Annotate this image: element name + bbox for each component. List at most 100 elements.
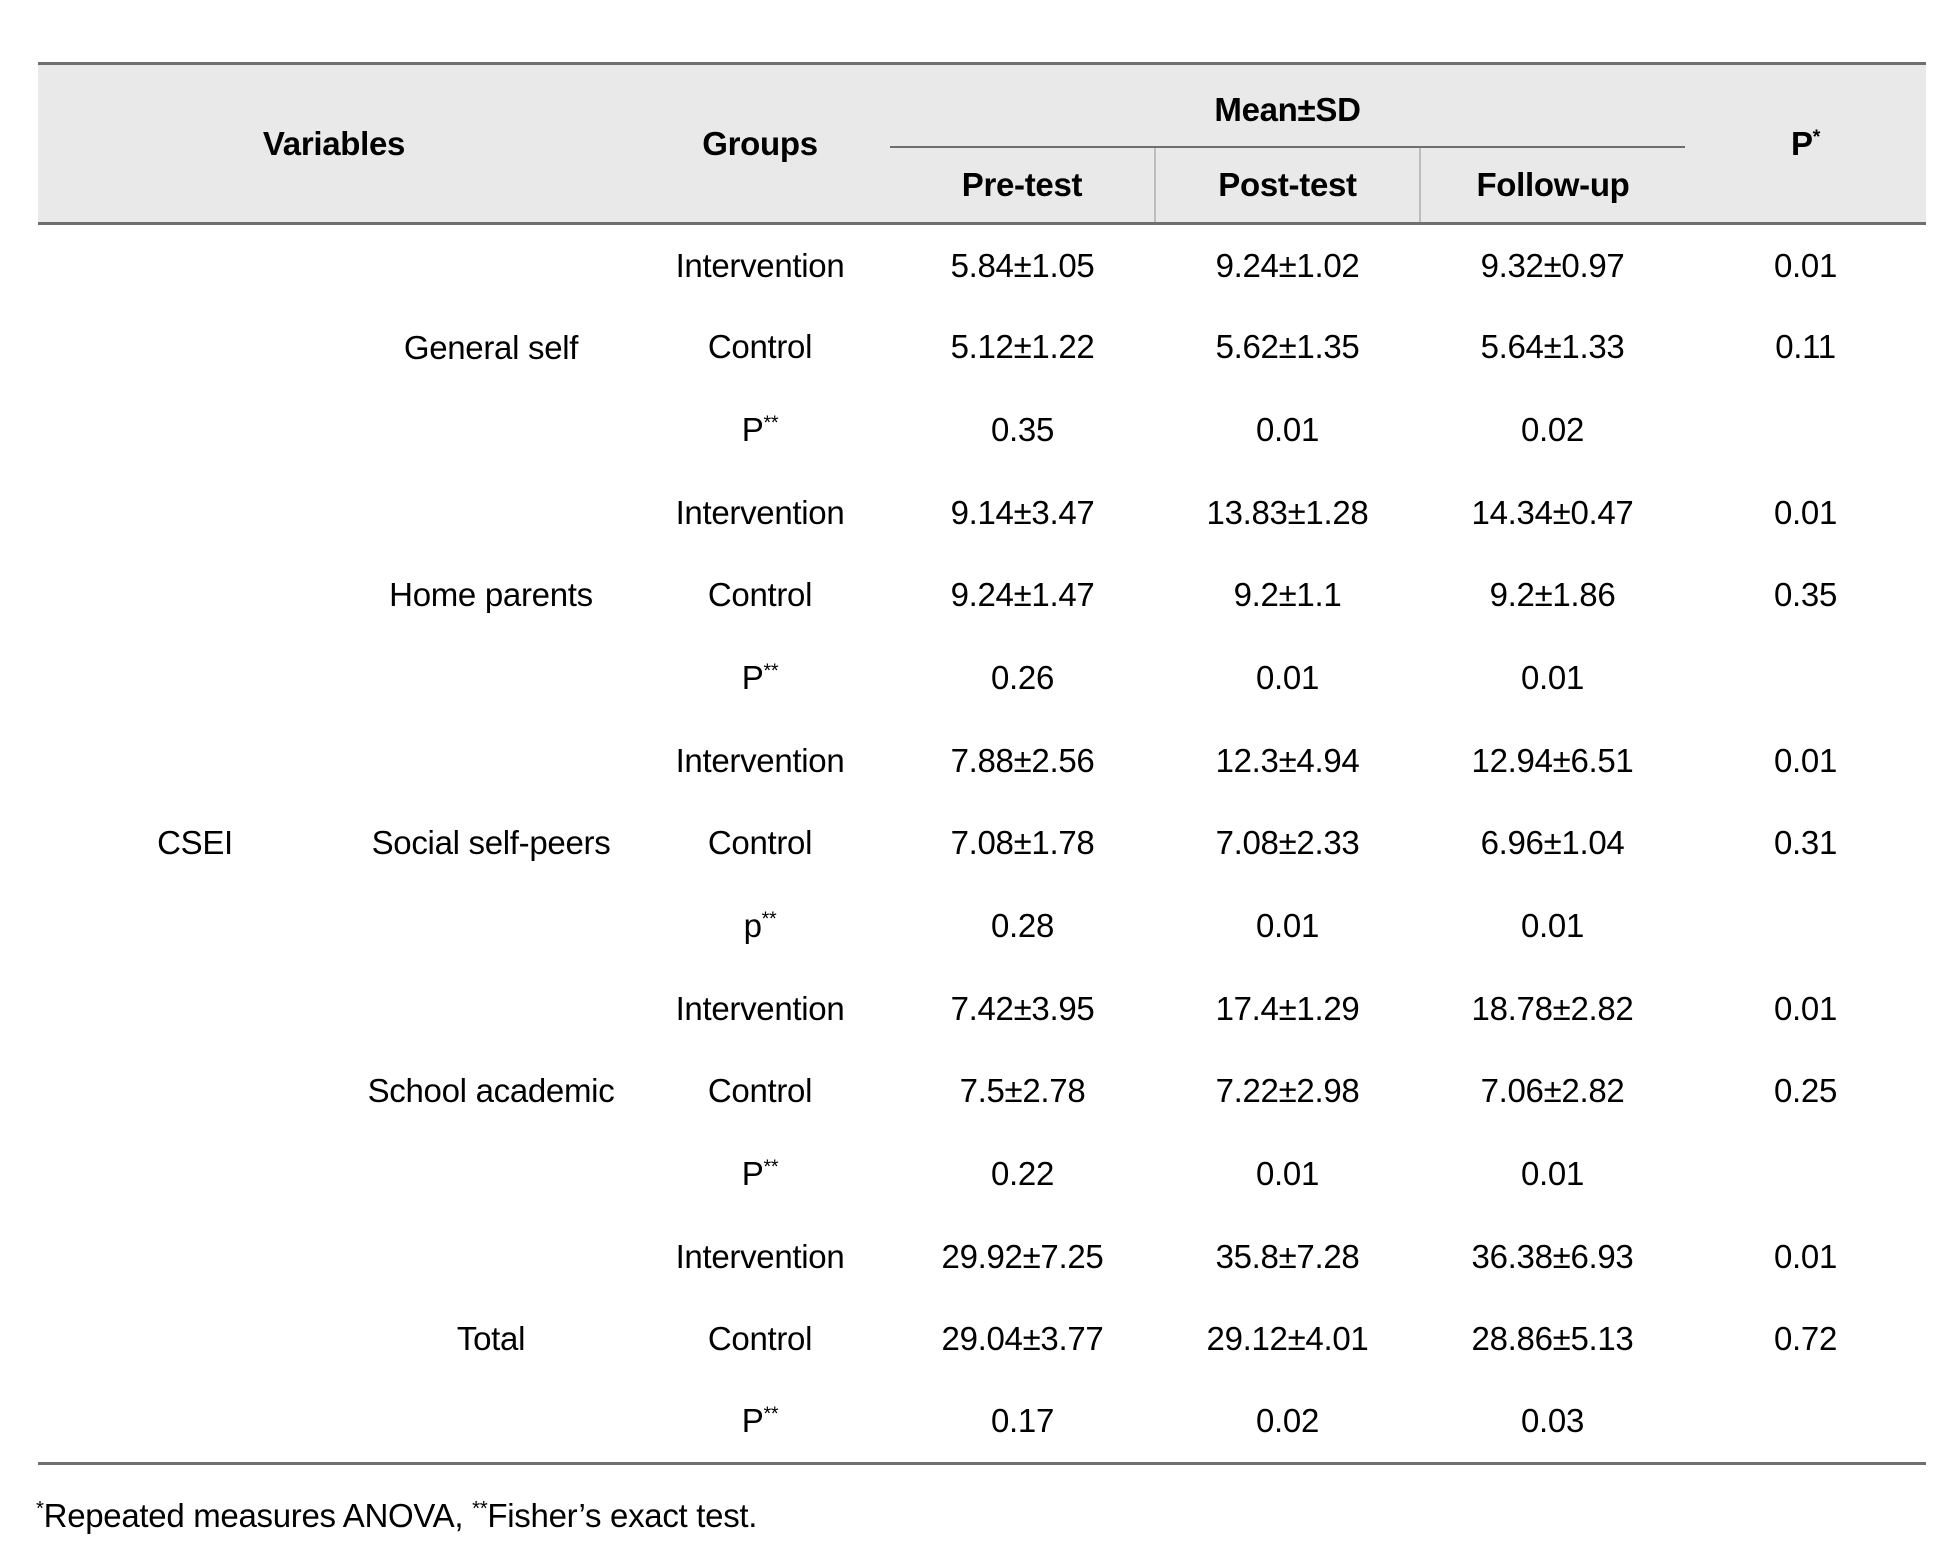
pre-test-value: 5.12±1.22 xyxy=(890,306,1155,389)
follow-up-value: 36.38±6.93 xyxy=(1420,1215,1686,1299)
follow-up-value: 9.32±0.97 xyxy=(1420,223,1686,307)
group-cell: Control xyxy=(630,1050,890,1133)
column-header-pre-test: Pre-test xyxy=(890,146,1155,225)
table-header: Variables Groups Mean±SD P* Pre-test Pos… xyxy=(38,63,1927,225)
table-row: P** 0.35 0.01 0.02 xyxy=(38,388,1927,472)
p-value xyxy=(1685,636,1927,720)
p-asterisk: * xyxy=(1812,125,1821,148)
pre-test-value: 0.35 xyxy=(890,388,1155,472)
follow-up-value: 5.64±1.33 xyxy=(1420,306,1686,389)
pre-test-value: 0.28 xyxy=(890,884,1155,968)
pre-test-value: 29.92±7.25 xyxy=(890,1215,1155,1299)
table-row: Social self-peers Intervention 7.88±2.56… xyxy=(38,719,1927,968)
pre-test-value: 5.84±1.05 xyxy=(890,223,1155,307)
group-cell: Control xyxy=(630,554,890,637)
table-row: Control 29.04±3.77 29.12±4.01 28.86±5.13… xyxy=(38,1298,1927,1381)
variable-label-cell: Home parents xyxy=(352,471,630,720)
table-row: School academic Intervention 7.42±3.95 1… xyxy=(38,967,1927,1216)
pre-test-value: 9.14±3.47 xyxy=(890,471,1155,555)
pre-test-value: 7.88±2.56 xyxy=(890,719,1155,803)
group-cell: Intervention xyxy=(630,471,890,555)
column-header-follow-up: Follow-up xyxy=(1418,146,1686,225)
column-header-mean-sd: Mean±SD xyxy=(890,63,1686,148)
header-row-top: Variables Groups Mean±SD P* xyxy=(38,63,1927,225)
table-row: CSEI General self Intervention 5.84±1.05… xyxy=(38,223,1927,1464)
column-header-groups: Groups xyxy=(630,63,890,225)
pre-test-value: 7.5±2.78 xyxy=(890,1050,1155,1133)
results-table-container: Variables Groups Mean±SD P* Pre-test Pos… xyxy=(38,62,1927,1465)
p-value xyxy=(1685,884,1927,968)
post-test-value: 7.22±2.98 xyxy=(1155,1050,1420,1133)
table-row: P** 0.26 0.01 0.01 xyxy=(38,636,1927,720)
post-test-value: 7.08±2.33 xyxy=(1155,802,1420,885)
follow-up-value: 0.01 xyxy=(1420,636,1686,720)
follow-up-value: 14.34±0.47 xyxy=(1420,471,1686,555)
follow-up-value: 6.96±1.04 xyxy=(1420,802,1686,885)
post-test-value: 0.01 xyxy=(1155,388,1420,472)
follow-up-value: 12.94±6.51 xyxy=(1420,719,1686,803)
p-value xyxy=(1685,1380,1927,1464)
variable-label-cell: Social self-peers xyxy=(352,719,630,968)
group-cell: Intervention xyxy=(630,223,890,307)
p-value: 0.35 xyxy=(1685,554,1927,637)
post-test-value: 29.12±4.01 xyxy=(1155,1298,1420,1381)
group-cell: Control xyxy=(630,1298,890,1381)
post-test-value: 0.01 xyxy=(1155,884,1420,968)
pre-test-value: 7.42±3.95 xyxy=(890,967,1155,1051)
variable-label-cell: School academic xyxy=(352,967,630,1216)
group-cell: P** xyxy=(630,1132,890,1216)
post-test-value: 35.8±7.28 xyxy=(1155,1215,1420,1299)
pre-test-value: 9.24±1.47 xyxy=(890,554,1155,637)
group-cell: p** xyxy=(630,884,890,968)
footnote-text-anova: Repeated measures ANOVA, xyxy=(43,1497,473,1534)
p-value: 0.01 xyxy=(1685,223,1927,307)
table-row: Control 5.12±1.22 5.62±1.35 5.64±1.33 0.… xyxy=(38,306,1927,389)
pre-test-value: 0.17 xyxy=(890,1380,1155,1464)
group-cell: Control xyxy=(630,802,890,885)
group-cell: Intervention xyxy=(630,719,890,803)
p-value xyxy=(1685,388,1927,472)
pre-test-value: 0.22 xyxy=(890,1132,1155,1216)
scale-label-cell: CSEI xyxy=(38,223,352,1464)
group-cell: P** xyxy=(630,1380,890,1464)
variable-label-cell: General self xyxy=(352,223,630,472)
post-test-value: 0.01 xyxy=(1155,1132,1420,1216)
p-value: 0.11 xyxy=(1685,306,1927,389)
table-row: Control 9.24±1.47 9.2±1.1 9.2±1.86 0.35 xyxy=(38,554,1927,637)
follow-up-value: 0.01 xyxy=(1420,884,1686,968)
follow-up-value: 0.01 xyxy=(1420,1132,1686,1216)
table-row: p** 0.28 0.01 0.01 xyxy=(38,884,1927,968)
follow-up-value: 9.2±1.86 xyxy=(1420,554,1686,637)
table-row: Control 7.08±1.78 7.08±2.33 6.96±1.04 0.… xyxy=(38,802,1927,885)
table-row: Control 7.5±2.78 7.22±2.98 7.06±2.82 0.2… xyxy=(38,1050,1927,1133)
group-cell: Intervention xyxy=(630,967,890,1051)
table-row: Home parents Intervention 9.14±3.47 13.8… xyxy=(38,471,1927,720)
post-test-value: 0.02 xyxy=(1155,1380,1420,1464)
p-value: 0.01 xyxy=(1685,471,1927,555)
footnote-asterisk-single: * xyxy=(36,1497,44,1520)
p-value: 0.01 xyxy=(1685,1215,1927,1299)
follow-up-value: 18.78±2.82 xyxy=(1420,967,1686,1051)
footnote-asterisk-double: ** xyxy=(472,1497,488,1520)
pre-test-value: 29.04±3.77 xyxy=(890,1298,1155,1381)
footnote-text-fisher: Fisher’s exact test. xyxy=(487,1497,758,1534)
column-header-post-test: Post-test xyxy=(1154,146,1420,225)
post-test-value: 0.01 xyxy=(1155,636,1420,720)
follow-up-value: 0.02 xyxy=(1420,388,1686,472)
table-row: P** 0.22 0.01 0.01 xyxy=(38,1132,1927,1216)
group-cell: Intervention xyxy=(630,1215,890,1299)
variable-label-cell: Total xyxy=(352,1215,630,1464)
group-cell: Control xyxy=(630,306,890,389)
post-test-value: 5.62±1.35 xyxy=(1155,306,1420,389)
pre-test-value: 7.08±1.78 xyxy=(890,802,1155,885)
p-value: 0.31 xyxy=(1685,802,1927,885)
table-footnote: *Repeated measures ANOVA, **Fisher’s exa… xyxy=(36,1492,757,1540)
table-row: Total Intervention 29.92±7.25 35.8±7.28 … xyxy=(38,1215,1927,1464)
p-value xyxy=(1685,1132,1927,1216)
follow-up-value: 28.86±5.13 xyxy=(1420,1298,1686,1381)
follow-up-value: 0.03 xyxy=(1420,1380,1686,1464)
post-test-value: 9.2±1.1 xyxy=(1155,554,1420,637)
table-body: CSEI General self Intervention 5.84±1.05… xyxy=(38,223,1927,1464)
post-test-value: 13.83±1.28 xyxy=(1155,471,1420,555)
p-value: 0.72 xyxy=(1685,1298,1927,1381)
